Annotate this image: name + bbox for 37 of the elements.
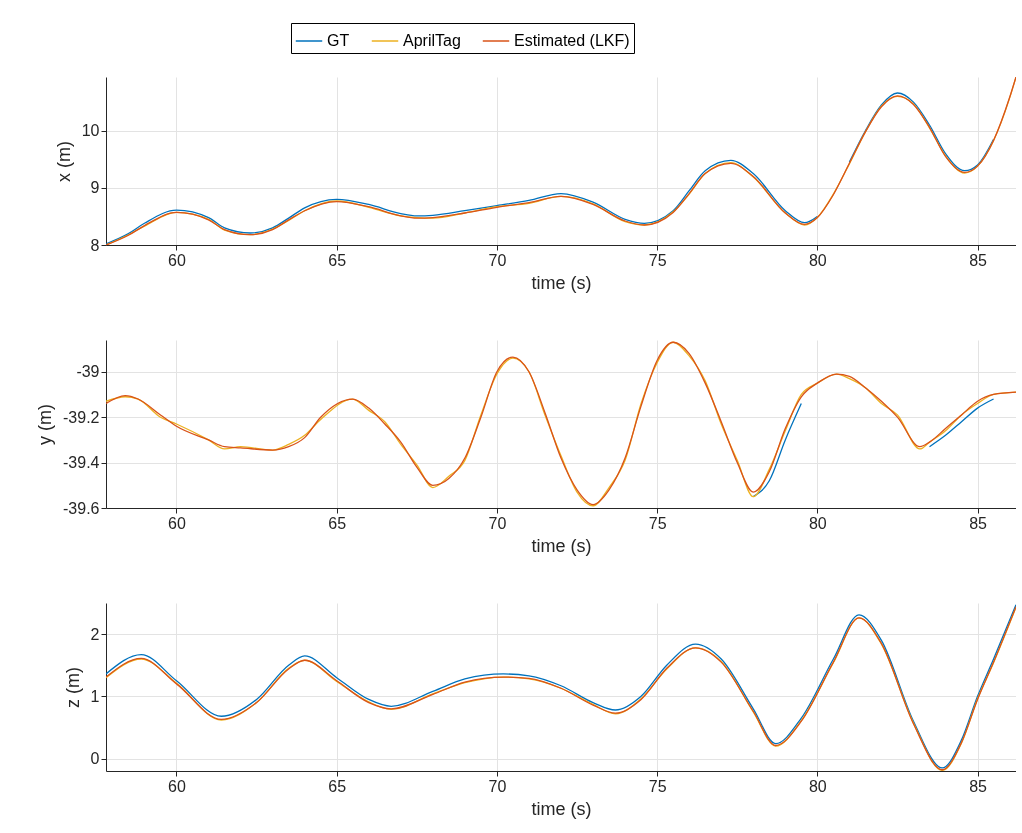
y-tick-label: -39 <box>76 363 100 381</box>
x-tick-label: 70 <box>488 514 507 532</box>
x-tick-label: 70 <box>488 777 507 795</box>
x-tick-label: 85 <box>969 777 988 795</box>
x-tick-label: 60 <box>168 777 186 795</box>
y-tick-label: 1 <box>90 687 100 705</box>
y-tick-label: -39.4 <box>63 454 100 472</box>
y-tick-label: -39.2 <box>63 408 100 426</box>
legend-label: Estimated (LKF) <box>514 32 630 49</box>
x-tick-label: 85 <box>969 251 988 269</box>
y-tick-label: 9 <box>90 179 100 197</box>
y-axis-title: z (m) <box>62 667 83 708</box>
x-tick-label: 80 <box>808 251 827 269</box>
x-tick-label: 65 <box>328 251 347 269</box>
legend-label: GT <box>327 32 350 49</box>
x-tick-label: 75 <box>648 251 667 269</box>
x-tick-label: 70 <box>488 251 507 269</box>
x-tick-label: 75 <box>648 777 667 795</box>
x-tick-label: 80 <box>808 777 827 795</box>
y-axis-title: y (m) <box>35 404 56 445</box>
x-tick-label: 75 <box>648 514 667 532</box>
x-tick-label: 65 <box>328 777 347 795</box>
x-axis-title: time (s) <box>531 798 592 819</box>
x-tick-label: 60 <box>168 514 186 532</box>
y-tick-label: -39.6 <box>63 499 100 517</box>
x-tick-label: 65 <box>328 514 347 532</box>
x-axis-title: time (s) <box>531 535 592 556</box>
x-tick-label: 60 <box>168 251 186 269</box>
x-axis-title: time (s) <box>531 272 592 293</box>
y-tick-label: 8 <box>90 236 100 254</box>
y-tick-label: 2 <box>90 625 100 643</box>
legend-label: AprilTag <box>403 32 461 49</box>
y-tick-label: 0 <box>90 750 100 768</box>
x-tick-label: 85 <box>969 514 988 532</box>
y-tick-label: 10 <box>81 122 100 140</box>
y-axis-title: x (m) <box>53 141 74 182</box>
x-tick-label: 80 <box>808 514 827 532</box>
